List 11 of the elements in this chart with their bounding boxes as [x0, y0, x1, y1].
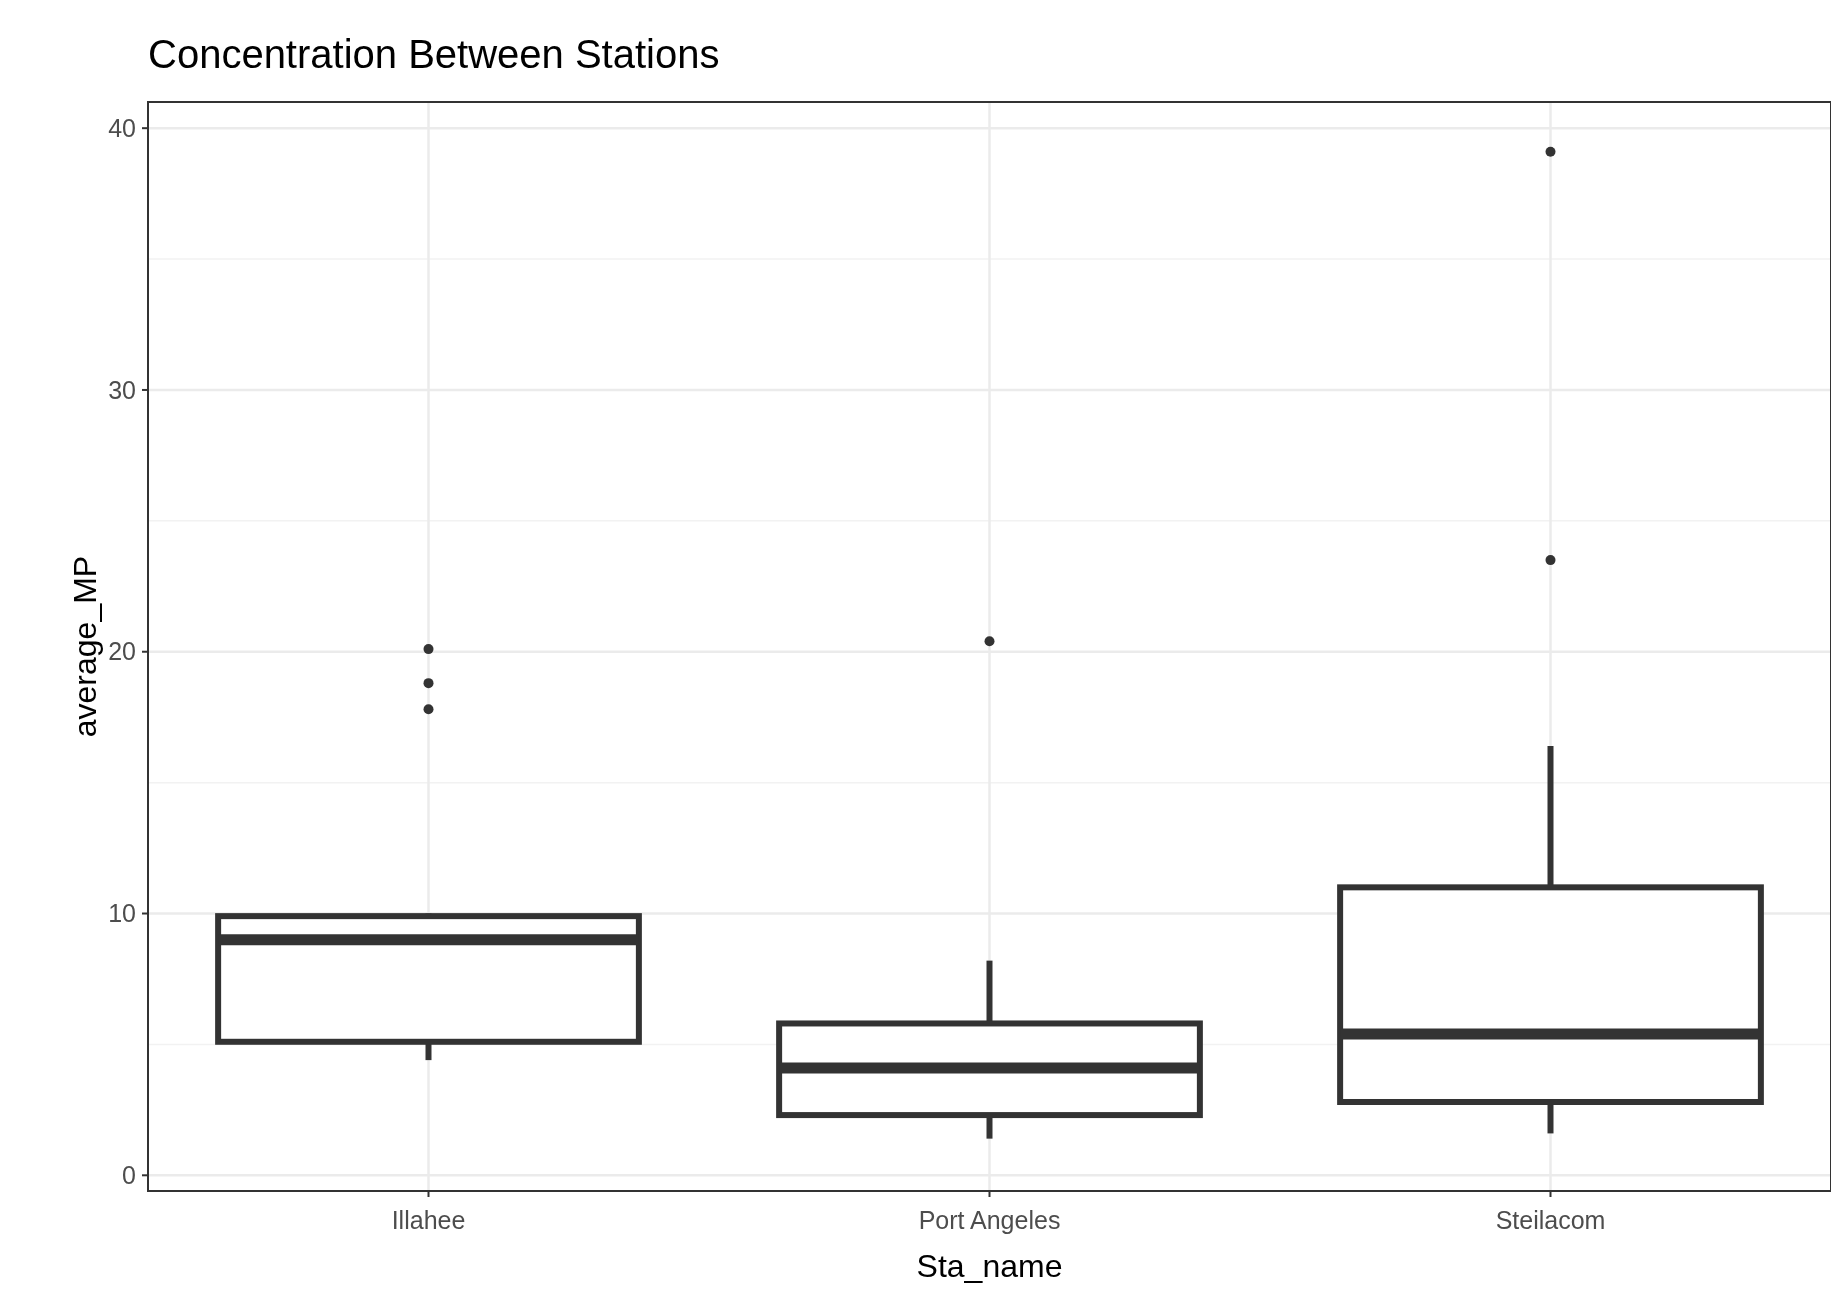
x-tick-label: Steilacom [1495, 1206, 1606, 1234]
x-axis-title: Sta_name [916, 1248, 1063, 1284]
y-tick-label: 30 [108, 375, 136, 404]
y-tick-label: 20 [108, 637, 136, 666]
x-tick-label: Illahee [391, 1206, 466, 1234]
y-tick-label: 10 [108, 899, 136, 928]
y-tick-label: 0 [122, 1161, 136, 1190]
chart-title: Concentration Between Stations [148, 32, 720, 76]
x-tick-label: Port Angeles [918, 1206, 1061, 1234]
y-tick-label: 40 [108, 113, 136, 142]
y-axis-title: average_MP [67, 555, 103, 738]
